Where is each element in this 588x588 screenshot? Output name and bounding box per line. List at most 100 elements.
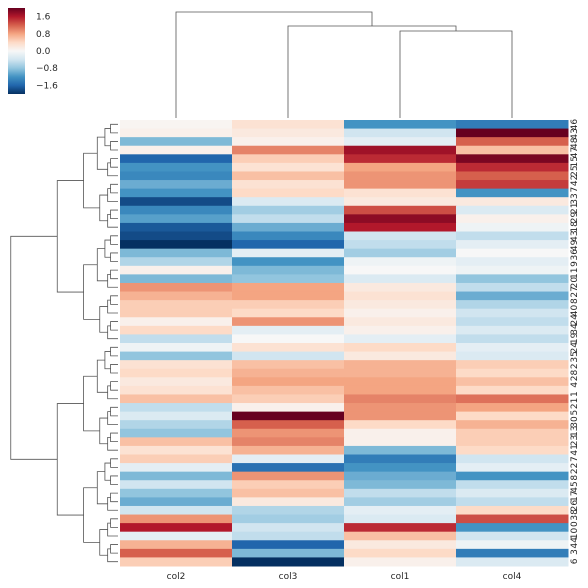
row-tick-label: 26 [570,500,580,512]
heatmap-cell [232,171,345,181]
heatmap-cell [120,480,233,490]
heatmap-cell [232,445,345,455]
colorbar-gradient [8,8,25,94]
row-dendrogram-link [107,436,118,451]
heatmap-cell [456,257,569,267]
row-tick-label: 17 [570,491,580,502]
heatmap-cell [120,403,233,413]
heatmap-cell [232,368,345,378]
heatmap-cell [232,403,345,413]
heatmap-cell [456,222,569,232]
heatmap-cell [232,514,345,524]
heatmap-cell [456,120,569,130]
row-tick-label: 20 [570,277,580,289]
row-tick-label: 8 [570,298,580,304]
row-dendrogram-link [104,239,111,258]
row-tick-label: 13 [570,426,580,437]
heatmap-cell [456,445,569,455]
colorbar-tick-label: 1.6 [36,13,51,23]
heatmap-cell [120,214,233,224]
heatmap-cell [456,377,569,387]
heatmap-cell [120,180,233,190]
heatmap-cell [456,437,569,447]
heatmap-cells [120,120,569,567]
heatmap-cell [120,205,233,215]
row-tick-label: 7 [570,187,580,193]
heatmap-cell [456,300,569,310]
heatmap-cell [344,325,457,335]
heatmap-cell [456,411,569,421]
heatmap-cell [344,137,457,147]
row-dendrogram-link [110,458,118,468]
heatmap-cell [456,265,569,275]
row-tick-label: 47 [570,147,580,158]
row-tick-label: 22 [570,463,580,474]
row-dendrogram-link [10,235,58,460]
heatmap-cell [232,497,345,507]
heatmap-cell [344,531,457,541]
row-tick-label: 46 [570,119,580,131]
heatmap-cell [344,454,457,464]
row-tick-label: 2 [570,363,580,369]
row-dendrogram-link [107,162,118,177]
heatmap-cell [232,540,345,550]
heatmap-cell [344,274,457,284]
row-dendrogram-link [96,248,108,282]
row-tick-label: 25 [570,165,580,176]
heatmap-cell [456,171,569,181]
heatmap-cell [456,274,569,284]
row-dendrogram-link [110,346,118,357]
heatmap-cell [232,231,345,241]
row-tick-label: 23 [570,435,580,446]
row-dendrogram-link [110,252,118,262]
heatmap-cell [344,180,457,190]
heatmap-cell [344,488,457,498]
heatmap-cell [344,394,457,404]
row-tick-label: 21 [570,203,580,214]
row-tick-label: 45 [570,481,580,492]
heatmap-cell [456,368,569,378]
heatmap-cell [232,214,345,224]
row-tick-label: 43 [570,128,580,139]
heatmap-cell [120,274,233,284]
row-dendrogram-link [96,471,108,505]
row-dendrogram-link [110,295,118,305]
row-tick-label: 5 [570,410,580,416]
heatmap-cell [120,523,233,533]
row-dendrogram-link [110,141,118,151]
column-tick-label: col4 [503,572,522,582]
heatmap-cell [344,282,457,293]
heatmap-cell [120,248,233,258]
heatmap-cell [456,351,569,361]
heatmap-cell [344,334,457,344]
heatmap-cell [120,488,233,498]
column-dendrogram-link [399,30,513,118]
heatmap-cell [232,531,345,541]
row-dendrogram-link [99,194,108,222]
heatmap-cell [120,128,233,138]
heatmap-cell [232,308,345,318]
heatmap-cell [232,240,345,250]
heatmap-cell [120,463,233,473]
heatmap-cell [456,343,569,353]
row-tick-label: 30 [570,416,580,428]
row-dendrogram-link [96,359,108,393]
heatmap-cell [232,523,345,533]
heatmap-cell [344,240,457,250]
heatmap-cell [232,265,345,275]
heatmap-cell [120,197,233,207]
heatmap-cell [456,188,569,198]
heatmap-cell [456,531,569,541]
heatmap-cell [344,557,457,567]
heatmap-cell [232,162,345,172]
heatmap-cell [344,291,457,301]
heatmap-cell [456,240,569,250]
heatmap-cell [456,180,569,190]
heatmap-cell [120,120,233,130]
heatmap-cell [344,368,457,378]
row-dendrogram-link [104,351,111,370]
heatmap-cell [456,214,569,224]
heatmap-cell [120,360,233,370]
heatmap-cell [120,154,233,164]
